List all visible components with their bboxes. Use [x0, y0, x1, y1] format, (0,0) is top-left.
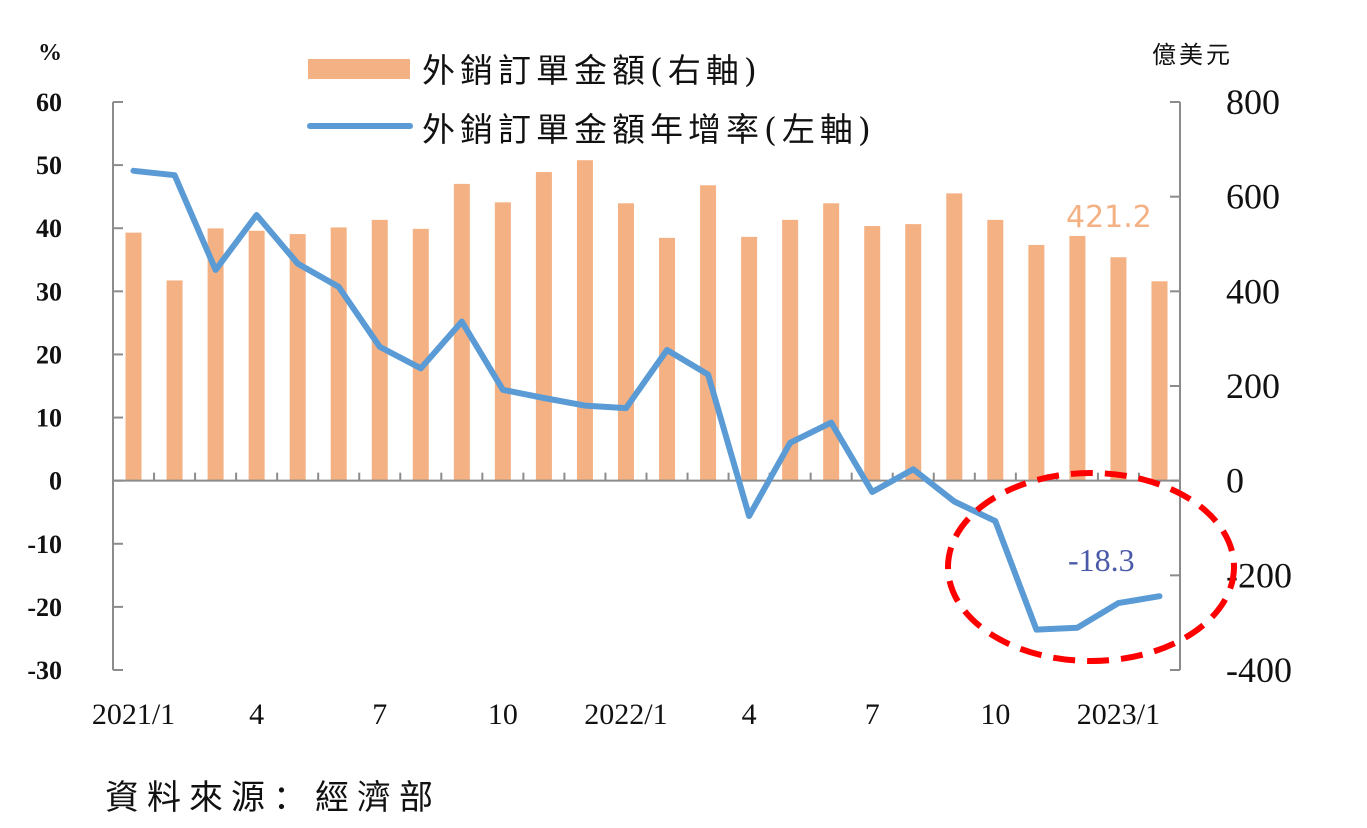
right-axis-tick-label: 600 — [1226, 177, 1280, 217]
x-axis-tick-label: 2021/1 — [92, 698, 175, 731]
right-axis-tick-label: 200 — [1226, 366, 1280, 406]
bar — [700, 185, 717, 481]
x-axis-tick-label: 10 — [980, 698, 1010, 731]
bar — [576, 160, 593, 481]
legend-bar-swatch — [308, 59, 410, 79]
legend: 外銷訂單金額(右軸) 外銷訂單金額年增率(左軸) — [307, 51, 876, 149]
left-axis-tick-label: -20 — [27, 593, 62, 622]
x-axis-tick-label: 4 — [249, 698, 264, 731]
left-axis-unit: % — [38, 40, 62, 66]
bar — [864, 226, 881, 481]
left-axis-tick-label: 40 — [36, 214, 62, 243]
bar — [659, 237, 676, 481]
bar — [823, 203, 840, 481]
bar — [617, 203, 634, 481]
x-axis-tick-label: 4 — [742, 698, 757, 731]
bar — [535, 172, 552, 481]
bar — [412, 228, 429, 481]
right-axis-unit: 億美元 — [1152, 41, 1233, 69]
left-axis-tick-label: -30 — [27, 656, 62, 685]
x-axis-tick-label: 7 — [372, 698, 387, 731]
left-axis-tick-label: -10 — [27, 530, 62, 559]
source-note: 資料來源：經濟部 — [105, 778, 441, 818]
axes — [112, 101, 1181, 671]
x-axis-tick-label: 2023/1 — [1077, 698, 1160, 731]
bar — [905, 224, 922, 481]
annotation-last-bar-value: 421.2 — [1066, 200, 1152, 235]
bar — [248, 230, 265, 481]
legend-line-label: 外銷訂單金額年增率(左軸) — [422, 110, 876, 149]
bar — [1069, 235, 1086, 481]
bar — [946, 193, 963, 481]
bar — [166, 280, 183, 481]
highlight-dashed-ellipse — [945, 470, 1237, 664]
x-axis-tick-label: 2022/1 — [584, 698, 667, 731]
yoy-line — [130, 167, 1163, 633]
left-axis-tick-label: 60 — [36, 88, 62, 117]
annotation-last-line-value: -18.3 — [1068, 542, 1135, 578]
right-axis-tick-label: 0 — [1226, 461, 1244, 501]
left-axis-tick-label: 30 — [36, 277, 62, 306]
bar — [330, 227, 347, 481]
bar — [1151, 281, 1168, 481]
bar — [207, 228, 224, 481]
bar-series-export-orders — [125, 160, 1168, 481]
bar — [125, 232, 142, 481]
bar — [1110, 257, 1127, 481]
bar — [741, 236, 758, 481]
right-axis-tick-label: 400 — [1226, 271, 1280, 311]
line-series-yoy-growth — [130, 167, 1163, 633]
bar — [782, 219, 799, 481]
bar — [987, 219, 1004, 481]
x-axis-tick-label: 10 — [488, 698, 518, 731]
left-axis-tick-label: 10 — [36, 404, 62, 433]
bar — [371, 219, 388, 481]
left-axis-tick-label: 0 — [49, 467, 62, 496]
x-axis-tick-label: 7 — [865, 698, 880, 731]
bar — [289, 234, 306, 481]
right-axis-tick-label: 800 — [1226, 82, 1280, 122]
right-axis-tick-label: -400 — [1226, 650, 1292, 690]
legend-bar-label: 外銷訂單金額(右軸) — [422, 51, 762, 90]
bar — [494, 202, 511, 481]
left-axis-tick-label: 50 — [36, 151, 62, 180]
right-axis-tick-label: -200 — [1226, 555, 1292, 595]
left-axis-tick-label: 20 — [36, 340, 62, 369]
axis-labels: 60 50 40 30 20 10 0 -10 -20 -30 800 600 400 200 0 -200 -… — [27, 82, 1292, 731]
bar — [453, 183, 470, 481]
bar — [1028, 244, 1045, 481]
